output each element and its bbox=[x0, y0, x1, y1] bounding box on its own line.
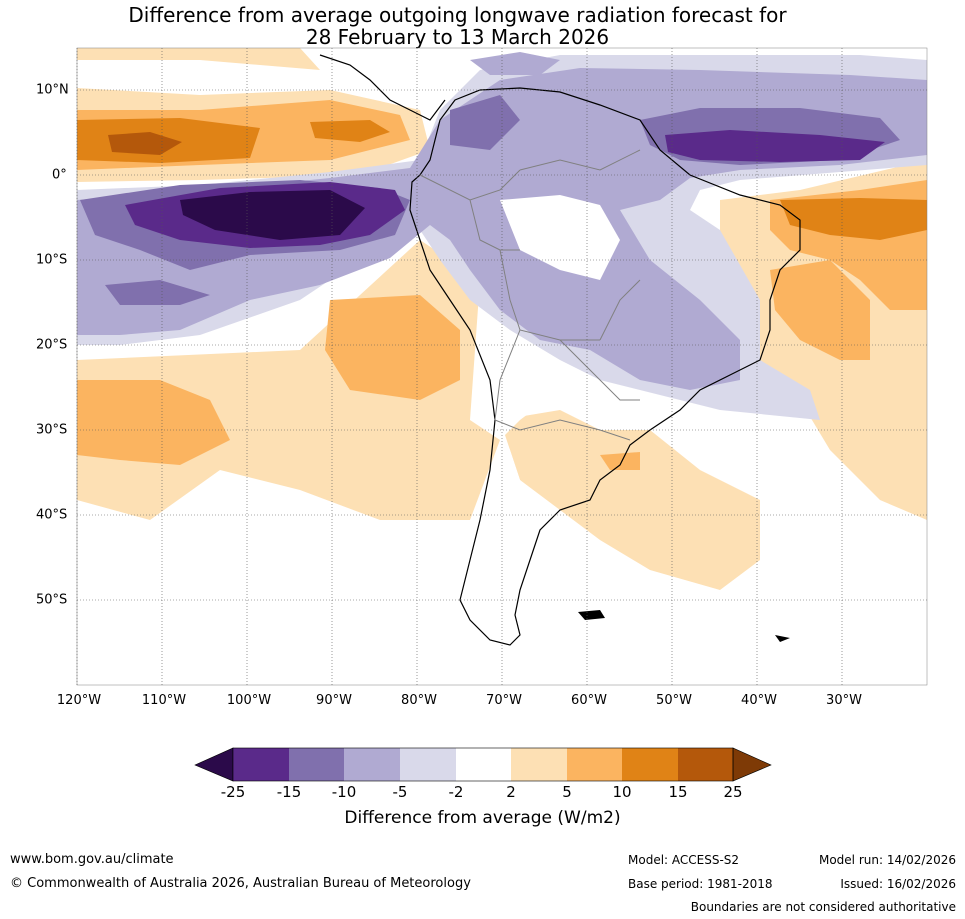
lon-label-40w: 40°W bbox=[741, 693, 777, 708]
country-borders bbox=[419, 149, 641, 441]
colorbar-tick: -2 bbox=[448, 783, 464, 801]
anomaly-region-positive-very-strong bbox=[108, 132, 182, 155]
colorbar-segment-7 bbox=[567, 748, 622, 781]
issued-date: Issued: 16/02/2026 bbox=[840, 877, 956, 891]
lon-label-30w: 30°W bbox=[826, 693, 862, 708]
anomaly-region-positive-moderate-uruguay bbox=[600, 452, 640, 470]
colorbar-segment-3 bbox=[344, 748, 400, 781]
lon-label-100w: 100°W bbox=[226, 693, 272, 708]
lon-label-50w: 50°W bbox=[656, 693, 692, 708]
colorbar-tick: 25 bbox=[723, 783, 743, 801]
neutral-region-south-sa bbox=[460, 370, 560, 640]
lon-label-70w: 70°W bbox=[486, 693, 522, 708]
lat-label-20s: 20°S bbox=[36, 337, 68, 353]
south-georgia bbox=[775, 635, 790, 642]
lon-label-110w: 110°W bbox=[141, 693, 187, 708]
colorbar-segment-6 bbox=[511, 748, 567, 781]
model-name: Model: ACCESS-S2 bbox=[628, 853, 740, 867]
anomaly-region-negative-strong-sw bbox=[105, 280, 210, 305]
copyright-text: © Commonwealth of Australia 2026, Austra… bbox=[10, 876, 471, 891]
anomaly-region-negative-strong-amazon bbox=[450, 95, 520, 150]
anomaly-region-positive-weak-top bbox=[77, 48, 320, 70]
lat-label-10s: 10°S bbox=[36, 252, 68, 268]
central-america-coastline bbox=[319, 54, 446, 121]
anomaly-region-negative-extreme bbox=[180, 190, 365, 240]
neutral-region-central-sa bbox=[500, 195, 620, 280]
colorbar-segment-2 bbox=[289, 748, 344, 781]
colorbar-tick: 5 bbox=[562, 783, 572, 801]
lon-label-80w: 80°W bbox=[401, 693, 437, 708]
base-period: Base period: 1981-2018 bbox=[628, 877, 773, 891]
lon-label-120w: 120°W bbox=[56, 693, 102, 708]
colorbar-tick: 2 bbox=[506, 783, 516, 801]
south-america-coastline bbox=[409, 87, 801, 646]
anomaly-region-positive-strong-east bbox=[780, 198, 927, 240]
colorbar bbox=[194, 747, 772, 782]
lat-label-50s: 50°S bbox=[36, 592, 68, 608]
colorbar-tick: -15 bbox=[276, 783, 302, 801]
colorbar-segment-8 bbox=[622, 748, 678, 781]
colorbar-segment-5 bbox=[456, 748, 511, 781]
colorbar-title: Difference from average (W/m2) bbox=[344, 808, 621, 828]
anomaly-region-positive-moderate-sp bbox=[325, 295, 460, 400]
lat-label-0: 0° bbox=[52, 167, 67, 183]
colorbar-tick: -5 bbox=[392, 783, 408, 801]
colorbar-segment-4 bbox=[400, 748, 456, 781]
colorbar-arrow-low bbox=[194, 747, 234, 782]
colorbar-tick: -10 bbox=[331, 783, 357, 801]
anomaly-region-positive-moderate-sw bbox=[77, 380, 230, 465]
lon-label-60w: 60°W bbox=[571, 693, 607, 708]
colorbar-segment-1 bbox=[233, 748, 289, 781]
anomaly-region-negative-very-strong-atlantic bbox=[665, 130, 885, 162]
lat-label-10n: 10°N bbox=[36, 82, 69, 98]
gridlines bbox=[76, 48, 927, 685]
colorbar-tick: 15 bbox=[668, 783, 688, 801]
colorbar-tick: 10 bbox=[612, 783, 632, 801]
map-title: Difference from average outgoing longwav… bbox=[0, 4, 915, 48]
colorbar-arrow-high bbox=[732, 747, 772, 782]
anomaly-region-positive-moderate-se bbox=[770, 260, 870, 360]
boundaries-disclaimer: Boundaries are not considered authoritat… bbox=[690, 900, 956, 914]
anomaly-region-positive-weak-atlantic bbox=[500, 410, 760, 590]
anomaly-field bbox=[77, 48, 927, 685]
title-line-1: Difference from average outgoing longwav… bbox=[128, 3, 787, 27]
anomaly-region-negative-moderate-patch bbox=[470, 52, 560, 75]
model-run-date: Model run: 14/02/2026 bbox=[818, 853, 956, 867]
anomaly-region-positive-strong-north2 bbox=[310, 120, 390, 142]
lon-label-90w: 90°W bbox=[316, 693, 352, 708]
website-link[interactable]: www.bom.gov.au/climate bbox=[10, 852, 174, 867]
colorbar-segment-9 bbox=[678, 748, 733, 781]
lat-label-40s: 40°S bbox=[36, 507, 68, 523]
title-line-2: 28 February to 13 March 2026 bbox=[305, 25, 610, 49]
colorbar-tick: -25 bbox=[220, 783, 246, 801]
falkland-islands bbox=[578, 610, 605, 620]
lat-label-30s: 30°S bbox=[36, 422, 68, 438]
